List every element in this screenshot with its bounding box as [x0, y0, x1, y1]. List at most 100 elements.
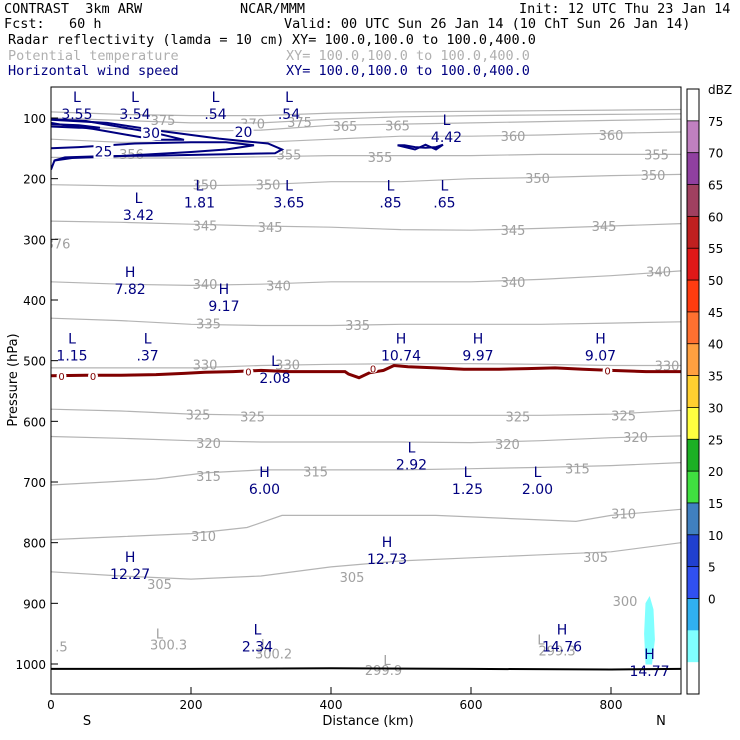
wind-low-marker: L: [443, 113, 451, 129]
theta-label: 300.2: [255, 648, 292, 663]
reflectivity-label-bg: [56, 371, 67, 381]
theta-contour-325: [51, 408, 681, 416]
theta-label: 350: [193, 179, 218, 194]
wind-contour-label: 30: [142, 126, 160, 142]
colorbar-label: 65: [708, 179, 723, 193]
theta-label: 355: [368, 151, 393, 166]
colorbar-label: 60: [708, 210, 723, 224]
wind-low-marker: L: [144, 332, 152, 348]
wind-extremum-value: 1.15: [56, 349, 87, 365]
field-name-wind: Horizontal wind speed: [8, 63, 179, 79]
y-tick-label: 900: [23, 597, 46, 611]
wind-extremum-value: 14.77: [629, 664, 669, 680]
y-tick-label: 800: [23, 537, 46, 551]
wind-high-marker: H: [595, 332, 606, 348]
wind-contour-label: 20: [235, 125, 253, 141]
field-name-reflectivity: Radar reflectivity (lamda = 10 cm): [8, 32, 285, 48]
theta-label: 315: [196, 470, 221, 485]
wind-low-marker: L: [464, 465, 472, 481]
theta-label: 315: [303, 466, 328, 481]
wind-extremum-value: 1.81: [184, 196, 215, 212]
wind-extremum-value: 12.73: [367, 552, 407, 568]
wind-high-marker: H: [473, 332, 484, 348]
colorbar-label: 50: [708, 274, 723, 288]
theta-low-marker: L: [156, 628, 164, 643]
wind-high-marker: H: [382, 535, 393, 551]
wind-low-marker: L: [408, 441, 416, 457]
colorbar-swatch: [687, 311, 699, 345]
theta-label: 360: [599, 129, 624, 144]
wind-high-marker: H: [644, 647, 655, 663]
theta-label: 320: [196, 437, 221, 452]
wind-extremum-value: 9.97: [462, 349, 493, 365]
theta-label: 340: [193, 278, 218, 293]
wind-low-marker: L: [254, 623, 262, 639]
ground-surface: [51, 667, 681, 671]
theta-contour-350: [51, 173, 681, 187]
wind-extremum-value: 3.42: [123, 208, 154, 224]
field-xy-reflectivity: XY= 100.0,100.0 to 100.0,400.0: [292, 32, 536, 48]
theta-contour-340: [51, 270, 681, 287]
theta-label: 325: [611, 409, 636, 424]
colorbar-swatch: [687, 89, 699, 122]
y-axis-label: Pressure (hPa): [6, 333, 21, 426]
reflectivity-zero-label: 0: [370, 365, 376, 376]
theta-contour-305: [51, 542, 681, 580]
reflectivity-layer: 0 0 0 0 0: [51, 363, 681, 665]
valid-time: Valid: 00 UTC Sun 26 Jan 14 (10 ChT Sun …: [284, 16, 691, 32]
wind-extremum-value: 2.08: [259, 371, 290, 387]
wind-extremum-value: .85: [379, 196, 401, 212]
theta-contour-315: [51, 462, 681, 486]
theta-label: 375: [287, 116, 312, 131]
theta-contours: 305 305 305 310 310 315 315 315 320 320 320 325 325 3…: [51, 108, 681, 679]
colorbar-swatch: [687, 152, 699, 186]
theta-label: 365: [333, 120, 358, 135]
forecast-hour: Fcst: 60 h: [4, 16, 102, 32]
y-tick-label: 200: [23, 173, 46, 187]
x-axis-south-label: S: [83, 714, 91, 729]
org-label: NCAR/MMM: [240, 1, 306, 17]
theta-label: 330: [193, 358, 218, 373]
theta-label: 345: [258, 221, 283, 236]
wind-low-marker: L: [271, 354, 279, 370]
theta-label: 310: [611, 508, 636, 523]
theta-contour-330: [51, 363, 681, 369]
theta-label: 350: [525, 172, 550, 187]
plot-frame: [50, 86, 682, 695]
wind-high-marker: H: [259, 465, 270, 481]
y-tick-label: 100: [23, 112, 46, 126]
wind-contour-20: [51, 118, 285, 170]
wind-extremum-value: .54: [204, 107, 226, 123]
y-tick-label: 400: [23, 294, 46, 308]
colorbar-label: 55: [708, 242, 723, 256]
reflectivity-zero-label: 0: [245, 368, 251, 379]
y-tick-label: 700: [23, 476, 46, 490]
y-tick-label: 600: [23, 415, 46, 429]
theta-label: 355: [644, 148, 669, 163]
reflectivity-zero-contour: [51, 363, 681, 380]
field-xy-wind: XY= 100.0,100.0 to 100.0,400.0: [286, 63, 530, 79]
wind-extremum-value: 3.55: [61, 107, 92, 123]
colorbar-label: 30: [708, 401, 723, 415]
x-tick-label: 0: [47, 698, 55, 712]
wind-low-marker: L: [534, 465, 542, 481]
theta-label: 305: [583, 551, 608, 566]
theta-label: 325: [240, 410, 265, 425]
x-axis-north-label: N: [656, 714, 666, 729]
wind-extremum-value: 6.00: [249, 482, 280, 498]
colorbar-swatch: [687, 502, 699, 536]
theta-low-marker: L: [261, 638, 269, 653]
colorbar-swatch: [687, 216, 699, 249]
theta-label: 315: [565, 463, 590, 478]
theta-label: 345: [501, 224, 526, 239]
theta-label: 330: [275, 358, 300, 373]
colorbar-label: 45: [708, 306, 723, 320]
wind-label-bg: [93, 143, 114, 159]
colorbar-frame: [686, 88, 700, 695]
colorbar-swatch: [687, 662, 699, 695]
theta-label: 305: [340, 571, 365, 586]
reflectivity-zero-label: 0: [58, 372, 64, 383]
wind-extremum-value: 4.42: [431, 130, 462, 146]
